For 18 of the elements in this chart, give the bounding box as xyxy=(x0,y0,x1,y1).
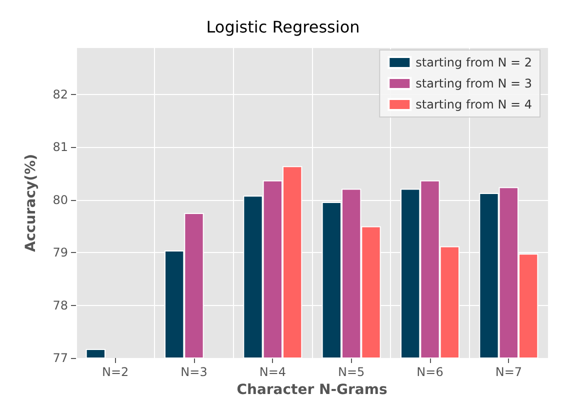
legend-label: starting from N = 4 xyxy=(416,98,532,112)
y-tick-label: 82 xyxy=(52,87,68,102)
y-tick-label: 80 xyxy=(52,192,68,207)
y-tick-label: 78 xyxy=(52,298,68,312)
x-axis-title: Character N-Grams xyxy=(236,382,388,398)
x-tick-label: N=3 xyxy=(180,365,208,379)
y-tick-label: 77 xyxy=(52,351,68,365)
legend-label: starting from N = 2 xyxy=(416,56,532,70)
legend-label: starting from N = 3 xyxy=(416,76,532,90)
y-axis-title: Accuracy(%) xyxy=(23,154,39,252)
y-tick-label: 79 xyxy=(52,246,68,260)
x-tick-label: N=5 xyxy=(338,365,365,379)
x-tick-label: N=4 xyxy=(259,365,286,379)
x-tick-label: N=6 xyxy=(416,365,444,379)
x-tick-label: N=2 xyxy=(102,365,129,379)
x-tick-label: N=7 xyxy=(495,365,522,379)
y-tick-label: 81 xyxy=(52,140,68,154)
chart-title: Logistic Regression xyxy=(206,18,360,36)
